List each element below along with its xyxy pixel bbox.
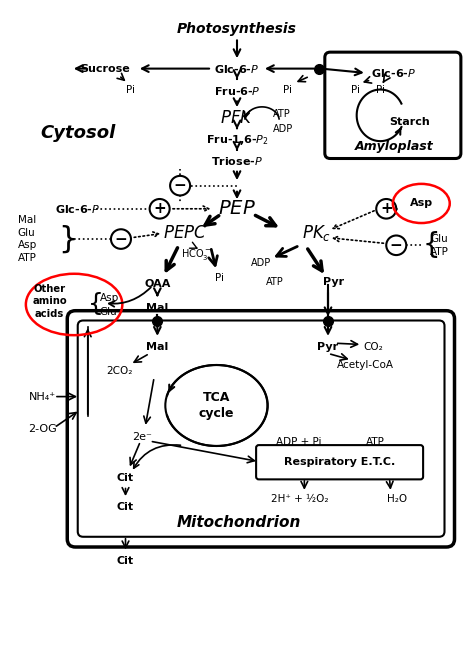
Text: Pi: Pi — [283, 84, 292, 95]
Text: Asp: Asp — [410, 199, 433, 208]
Text: $\mathbf{\mathit{PEP}}$: $\mathbf{\mathit{PEP}}$ — [218, 199, 256, 218]
Text: Mal: Mal — [146, 342, 168, 352]
Text: CO₂: CO₂ — [364, 342, 383, 352]
Text: Photosynthesis: Photosynthesis — [177, 21, 297, 36]
Text: }: } — [59, 225, 78, 254]
FancyBboxPatch shape — [67, 311, 455, 547]
Text: −: − — [390, 238, 402, 252]
Text: −: − — [174, 178, 186, 193]
Text: +: + — [153, 201, 166, 216]
Text: Fru-1,6-$P_2$: Fru-1,6-$P_2$ — [206, 133, 268, 147]
Text: 2e⁻: 2e⁻ — [132, 432, 152, 442]
Text: Pyr: Pyr — [318, 342, 338, 352]
Text: Pyr: Pyr — [323, 277, 344, 288]
Text: ADP + Pi: ADP + Pi — [276, 437, 321, 447]
Text: −: − — [115, 232, 128, 247]
Text: Glu
ATP: Glu ATP — [430, 234, 449, 257]
Text: Glu: Glu — [100, 307, 118, 317]
Text: Cytosol: Cytosol — [40, 124, 115, 142]
Text: Amyloplast: Amyloplast — [355, 140, 433, 153]
Text: OAA: OAA — [144, 278, 171, 289]
Text: Triose-$P$: Triose-$P$ — [211, 154, 263, 167]
Text: ATP: ATP — [366, 437, 385, 447]
Text: Other
amino
acids: Other amino acids — [32, 284, 67, 319]
Text: ATP: ATP — [273, 110, 291, 119]
Text: HCO$_3^-$: HCO$_3^-$ — [181, 247, 211, 262]
Text: NH₄⁺: NH₄⁺ — [29, 391, 56, 402]
Text: ADP: ADP — [273, 124, 294, 134]
Text: Cit: Cit — [117, 556, 134, 567]
Text: 2-OG: 2-OG — [28, 424, 56, 434]
Text: Cit: Cit — [117, 502, 134, 512]
Text: Fru-6-$P$: Fru-6-$P$ — [214, 85, 260, 97]
Text: Glc-6-$P$: Glc-6-$P$ — [214, 62, 260, 75]
Text: Asp: Asp — [100, 293, 119, 303]
Text: 2H⁺ + ½O₂: 2H⁺ + ½O₂ — [271, 494, 328, 504]
Text: Cit: Cit — [117, 473, 134, 483]
Text: H₂O: H₂O — [387, 494, 407, 504]
Text: Acetyl-CoA: Acetyl-CoA — [337, 360, 394, 371]
Text: $\mathbf{\mathit{PEPC}}$: $\mathbf{\mathit{PEPC}}$ — [163, 225, 207, 242]
Text: 2CO₂: 2CO₂ — [106, 366, 133, 376]
Text: TCA
cycle: TCA cycle — [199, 391, 234, 420]
Text: Mal: Mal — [146, 302, 168, 313]
Text: Glc-6-$P$: Glc-6-$P$ — [55, 202, 100, 215]
Text: Mal
Glu
Asp
ATP: Mal Glu Asp ATP — [18, 215, 37, 263]
Text: Pi: Pi — [351, 84, 360, 95]
Text: $\mathbf{\mathit{PK_c}}$: $\mathbf{\mathit{PK_c}}$ — [302, 223, 331, 243]
Text: ADP: ADP — [251, 258, 271, 268]
Text: Pi: Pi — [376, 84, 385, 95]
Text: Respiratory E.T.C.: Respiratory E.T.C. — [284, 457, 395, 467]
Text: $\mathbf{\mathit{PFK}}$: $\mathbf{\mathit{PFK}}$ — [220, 108, 254, 127]
Text: Glc-6-$P$: Glc-6-$P$ — [372, 67, 417, 79]
Text: +: + — [380, 201, 392, 216]
FancyBboxPatch shape — [256, 445, 423, 480]
FancyBboxPatch shape — [78, 321, 445, 537]
Text: Mitochondrion: Mitochondrion — [177, 515, 301, 530]
Text: {: { — [423, 231, 440, 260]
Text: Starch: Starch — [390, 117, 430, 127]
Text: ATP: ATP — [265, 277, 283, 288]
Text: {: { — [88, 293, 104, 317]
Text: Sucrose: Sucrose — [80, 64, 130, 73]
Text: Pi: Pi — [215, 273, 224, 283]
FancyBboxPatch shape — [325, 52, 461, 158]
Text: Pi: Pi — [126, 84, 135, 95]
